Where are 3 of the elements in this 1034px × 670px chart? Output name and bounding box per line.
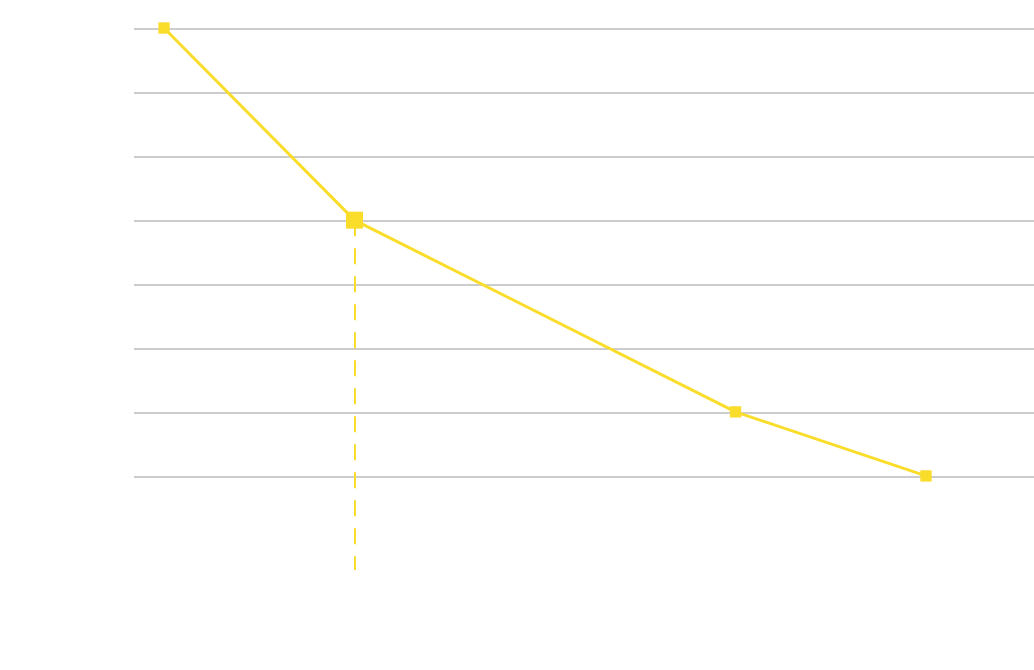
point xyxy=(729,406,742,418)
point xyxy=(920,470,932,482)
point xyxy=(158,22,170,34)
